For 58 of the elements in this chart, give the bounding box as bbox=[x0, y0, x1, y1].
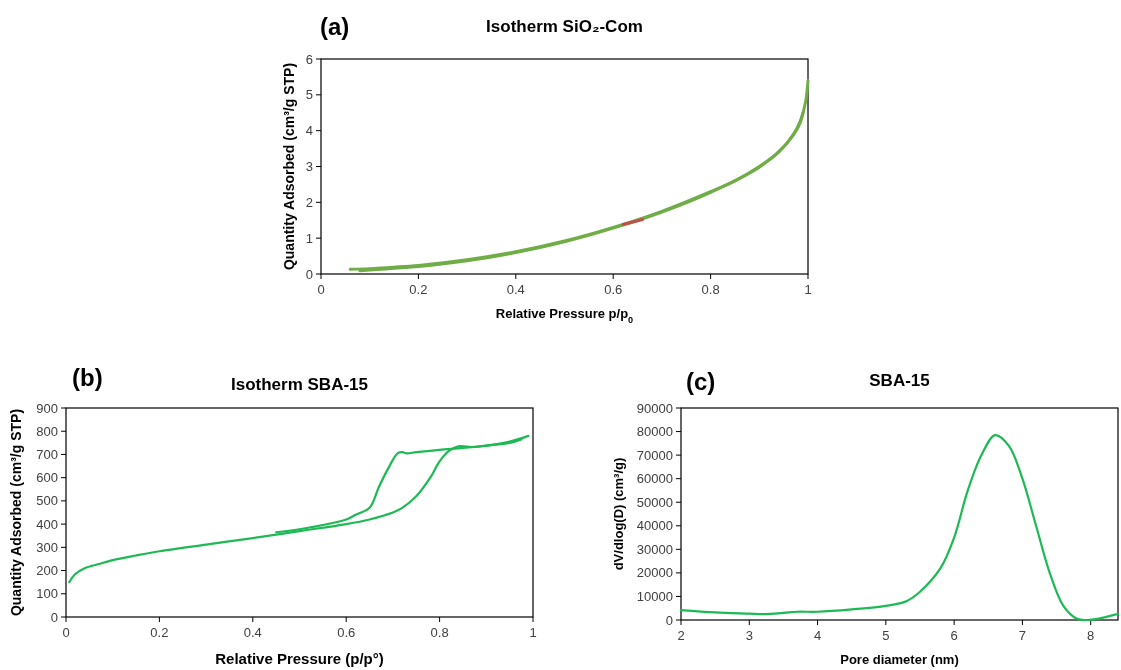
text: (c) bbox=[686, 368, 716, 395]
x-tick-label: 1 bbox=[804, 282, 812, 297]
x-tick-label: 1 bbox=[529, 625, 537, 640]
y-tick-label: 20000 bbox=[636, 565, 673, 581]
x-tick-label: 0.6 bbox=[337, 625, 356, 640]
y-tick-label: 40000 bbox=[636, 518, 673, 534]
y-tick-label: 300 bbox=[36, 539, 58, 555]
text: (a) bbox=[320, 13, 350, 40]
x-tick-label: 8 bbox=[1087, 628, 1095, 643]
y-tick-label: 6 bbox=[305, 51, 313, 67]
y-tick-label: 10000 bbox=[636, 588, 673, 604]
x-tick-label: 7 bbox=[1018, 628, 1027, 643]
y-tick-label: 600 bbox=[36, 470, 58, 486]
y-tick-label: 0 bbox=[665, 612, 673, 628]
y-tick-label: 4 bbox=[305, 123, 313, 139]
y-tick-label: 60000 bbox=[636, 471, 673, 487]
x-tick-label: 6 bbox=[950, 628, 958, 643]
x-tick-label: 5 bbox=[882, 628, 890, 643]
y-tick-label: 80000 bbox=[636, 424, 673, 440]
x-tick-label: 4 bbox=[813, 628, 822, 643]
x-tick-label: 0.2 bbox=[150, 625, 169, 640]
y-tick-label: 700 bbox=[36, 446, 58, 462]
x-tick-label: 0.8 bbox=[701, 282, 720, 297]
y-tick-label: 50000 bbox=[636, 494, 673, 510]
x-axis-title: Relative Pressure p/p$_{0}$ bbox=[495, 306, 634, 325]
y-tick-label: 3 bbox=[305, 159, 313, 174]
x-axis-title: Relative Pressure (p/p°) bbox=[215, 650, 384, 667]
y-tick-label: 500 bbox=[36, 493, 58, 509]
y-tick-label: 2 bbox=[305, 194, 313, 210]
y-axis-title: Quantity Adsorbed (cm³/g STP) bbox=[281, 62, 297, 271]
y-tick-label: 200 bbox=[36, 563, 58, 579]
y-tick-label: 90000 bbox=[636, 400, 673, 416]
x-tick-label: 0.2 bbox=[409, 282, 428, 297]
x-tick-label: 0.6 bbox=[604, 282, 623, 297]
y-tick-label: 70000 bbox=[636, 447, 673, 463]
x-tick-label: 3 bbox=[745, 628, 753, 643]
x-tick-label: 0 bbox=[62, 625, 70, 640]
y-tick-label: 100 bbox=[36, 586, 58, 602]
x-tick-label: 0.4 bbox=[506, 282, 525, 297]
y-tick-label: 30000 bbox=[636, 541, 673, 557]
text: (b) bbox=[72, 364, 103, 391]
x-tick-label: 2 bbox=[677, 628, 685, 643]
y-tick-label: 5 bbox=[305, 87, 313, 103]
y-tick-label: 400 bbox=[36, 516, 58, 532]
y-tick-label: 0 bbox=[305, 266, 313, 282]
y-axis-title: Quantity Adsorbed (cm³/g STP) bbox=[8, 408, 24, 617]
y-tick-label: 0 bbox=[50, 609, 58, 625]
x-tick-label: 0 bbox=[317, 282, 325, 297]
chart-title: Isotherm SBA-15 bbox=[231, 375, 368, 394]
chart-title: SBA-15 bbox=[869, 371, 930, 390]
y-tick-label: 800 bbox=[36, 423, 58, 439]
y-axis-title: dV/dlog(D) (cm³/g) bbox=[611, 457, 626, 571]
chart-title: Isotherm SiO₂-Com bbox=[486, 17, 643, 36]
x-axis-title: Pore diameter (nm) bbox=[840, 652, 959, 667]
x-tick-label: 0.4 bbox=[243, 625, 262, 640]
y-tick-label: 900 bbox=[36, 400, 58, 416]
x-tick-label: 0.8 bbox=[430, 625, 449, 640]
y-tick-label: 1 bbox=[305, 230, 313, 246]
